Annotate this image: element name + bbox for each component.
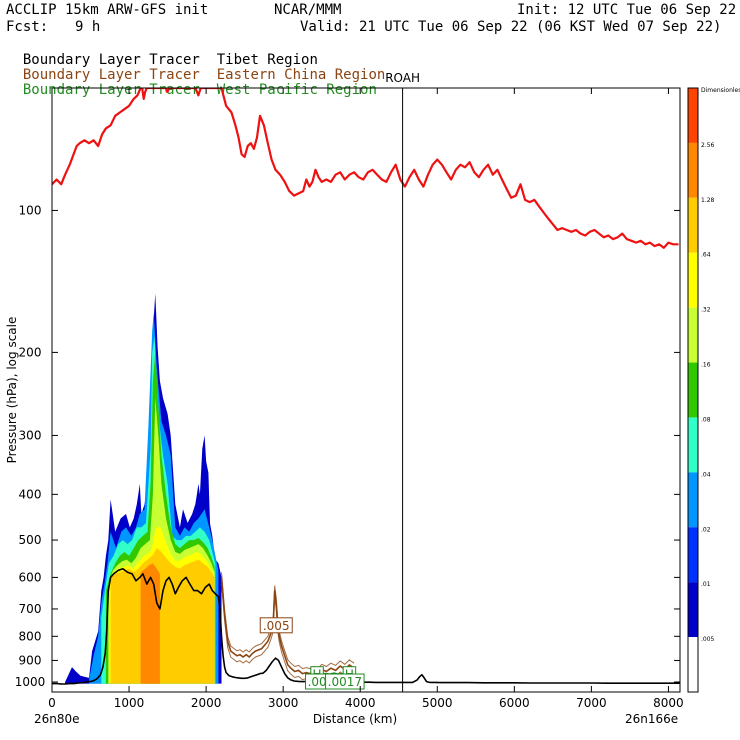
legend-eastern-china: Boundary Layer Tracer Eastern China Regi… [6, 51, 385, 83]
annotations: .005HH.0086.0017 [259, 617, 365, 690]
colorbar-swatch-1 [688, 142, 698, 198]
x-end-label: 26n166e [625, 712, 678, 726]
legend-west-pacific-region: West Pacific Region [216, 82, 377, 98]
series-line-0 [52, 88, 679, 249]
legend-tibet: Boundary Layer Tracer Tibet Region [6, 36, 318, 68]
legend-tibet-name: Boundary Layer Tracer [22, 52, 200, 68]
y-tick-label-9: 1000 [15, 675, 46, 689]
x-tick-label-5: 5000 [422, 696, 453, 710]
fill-layer-7 [140, 563, 160, 684]
x-tick-label-2: 2000 [191, 696, 222, 710]
y-tick-label-4: 500 [19, 533, 42, 547]
colorbar-label-8: .02 [701, 526, 711, 533]
colorbar-swatch-4 [688, 307, 698, 363]
legend-tibet-region: Tibet Region [216, 52, 318, 68]
colorbar-label-5: .16 [701, 362, 711, 369]
y-axis-ticks: 100 200 300 400 500 600 700 800 900 1000 [15, 203, 680, 689]
forecast-label: Fcst: [6, 19, 49, 35]
init-time: Init: 12 UTC Tue 06 Sep 22 [517, 2, 737, 18]
colorbar-label-7: .04 [701, 471, 711, 478]
colorbar-swatch-7 [688, 472, 698, 528]
station-label: ROAH [385, 71, 420, 85]
colorbar-label-6: .08 [701, 416, 711, 423]
x-tick-label-3: 3000 [268, 696, 299, 710]
x-tick-label-4: 4000 [345, 696, 376, 710]
colorbar: Dimensionless 2.56 1.28 .64 .32 .16 .08 .04 .02.… [687, 87, 740, 693]
x-start-label: 26n80e [34, 712, 80, 726]
colorbar-swatch-8 [688, 527, 698, 583]
colorbar-swatch-3 [688, 252, 698, 308]
plot-frame [51, 87, 681, 693]
x-axis-label: Distance (km) [313, 712, 397, 726]
legend-west-pacific-name: Boundary Layer Tracer [22, 82, 200, 98]
legend-eastern-china-name: Boundary Layer Tracer [22, 67, 200, 83]
colorbar-label-2: 1.28 [701, 197, 715, 204]
valid-time: Valid: 21 UTC Tue 06 Sep 22 (06 KST Wed … [300, 19, 722, 35]
annotation-label-0: .005 [263, 619, 290, 633]
y-tick-label-2: 300 [19, 428, 42, 442]
colorbar-label-1: 2.56 [701, 142, 715, 149]
x-axis-ticks: 0 1000 2000 3000 4000 5000 6000 7000 8000 [48, 88, 684, 710]
x-tick-label-7: 7000 [576, 696, 607, 710]
forecast-hour: 9 h [75, 19, 101, 35]
colorbar-swatch-2 [688, 197, 698, 253]
colorbar-swatch-0 [688, 88, 698, 143]
y-tick-label-3: 400 [19, 487, 42, 501]
colorbar-swatch-9 [688, 582, 698, 638]
org-label: NCAR/MMM [274, 2, 342, 18]
model-title: ACCLIP 15km ARW-GFS init [6, 2, 209, 18]
y-axis-label: Pressure (hPa), log scale [5, 317, 19, 464]
x-tick-label-6: 6000 [499, 696, 530, 710]
annotation-box-0 [259, 617, 293, 634]
legend-west-pacific: Boundary Layer Tracer West Pacific Regio… [6, 66, 377, 98]
colorbar-frame [687, 87, 699, 693]
x-tick-label-0: 0 [48, 696, 56, 710]
colorbar-swatch-5 [688, 362, 698, 418]
y-tick-label-6: 700 [19, 602, 42, 616]
series-line-1 [52, 567, 680, 685]
y-tick-label-8: 900 [19, 653, 42, 667]
colorbar-label-9: .01 [701, 581, 711, 588]
x-tick-label-8: 8000 [653, 696, 684, 710]
x-tick-label-1: 1000 [114, 696, 145, 710]
colorbar-label-3: .64 [701, 252, 711, 259]
annotation-label-4: .0017 [328, 675, 362, 689]
y-tick-label-1: 200 [19, 345, 42, 359]
legend-eastern-china-region: Eastern China Region [216, 67, 386, 83]
colorbar-swatch-6 [688, 417, 698, 473]
tracer-fill-layers [65, 293, 222, 684]
y-tick-label-7: 800 [19, 629, 42, 643]
colorbar-label-4: .32 [701, 307, 711, 314]
colorbar-label-10: .005 [701, 636, 715, 643]
annotation-box-4 [325, 673, 365, 690]
y-tick-label-5: 600 [19, 570, 42, 584]
colorbar-swatch-10 [688, 637, 698, 692]
y-tick-label-0: 100 [19, 203, 42, 217]
colorbar-label-0: Dimensionless [701, 87, 740, 94]
